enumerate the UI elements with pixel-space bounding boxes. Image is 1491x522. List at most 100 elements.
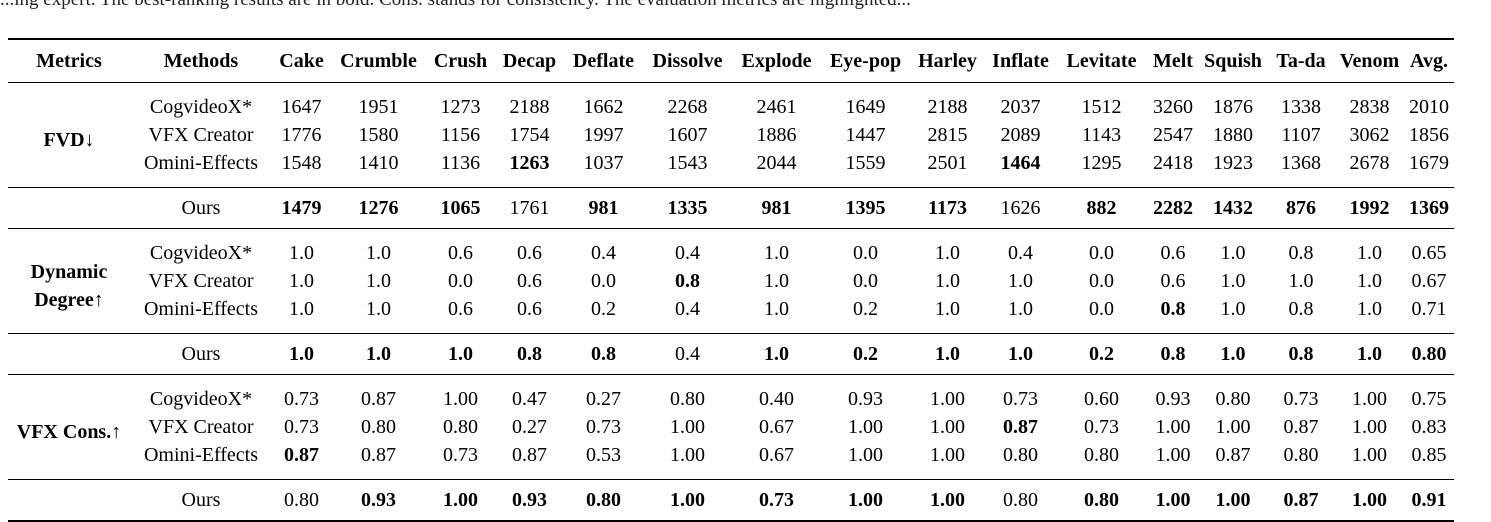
value-cell: 0.87 — [284, 443, 319, 466]
value-cell: 0.60 — [1084, 387, 1119, 410]
column-header: Avg. — [1410, 49, 1448, 72]
method-name: Ours — [181, 342, 221, 365]
value-cell: 0.0 — [853, 241, 878, 264]
column-header: Melt — [1153, 49, 1193, 72]
method-name: VFX Creator — [148, 415, 254, 438]
value-cell: 2037 — [1000, 95, 1041, 118]
value-cell: 1395 — [845, 196, 886, 219]
value-cell: 0.73 — [586, 415, 621, 438]
value-cell: 1880 — [1213, 123, 1253, 146]
table-row: Omini-Effects 0.87 0.87 0.73 0.87 0.53 1.00 0.6… — [8, 441, 1454, 480]
value-cell: 0.40 — [759, 387, 794, 410]
value-cell: 1.0 — [1220, 342, 1246, 365]
value-cell: 1432 — [1213, 196, 1253, 219]
value-cell: 0.6 — [517, 297, 542, 320]
value-cell: 1761 — [509, 196, 550, 219]
value-cell: 1.0 — [289, 297, 314, 320]
column-header: Crumble — [340, 49, 417, 72]
value-cell: 0.67 — [759, 443, 794, 466]
value-cell: 1.00 — [1215, 488, 1251, 511]
value-cell: 0.80 — [284, 488, 319, 511]
table-row: Omini-Effects 1548 1410 1136 1263 1037 1543 204… — [8, 149, 1454, 188]
value-cell: 1580 — [358, 123, 399, 146]
value-cell: 1273 — [440, 95, 481, 118]
value-cell: 1479 — [281, 196, 322, 219]
value-cell: 0.6 — [448, 241, 473, 264]
value-cell: 0.0 — [1089, 269, 1114, 292]
empty-cell — [8, 188, 130, 229]
value-cell: 0.6 — [517, 241, 542, 264]
value-cell: 1992 — [1349, 196, 1390, 219]
value-cell: 0.4 — [1008, 241, 1033, 264]
value-cell: 0.71 — [1411, 297, 1447, 320]
table-row-ours: Ours 0.80 0.93 1.00 0.93 0.80 1.00 0.73 1.00 1.00… — [8, 479, 1454, 522]
table-row: VFX Cons.↑ CogvideoX* 0.73 0.87 1.00 0.47 0.27… — [8, 375, 1454, 444]
value-cell: 1662 — [583, 95, 624, 118]
value-cell: 0.2 — [1089, 342, 1114, 365]
value-cell: 0.80 — [1003, 488, 1038, 511]
value-cell: 0.8 — [1288, 297, 1314, 320]
value-cell: 2678 — [1349, 151, 1390, 174]
value-cell: 1368 — [1281, 151, 1321, 174]
method-name: VFX Creator — [148, 123, 254, 146]
value-cell: 981 — [761, 196, 792, 219]
value-cell: 0.6 — [517, 269, 542, 292]
value-cell: 1.0 — [935, 342, 960, 365]
value-cell: 1543 — [667, 151, 708, 174]
column-header: Squish — [1204, 49, 1262, 72]
value-cell: 1.00 — [670, 415, 705, 438]
column-header: Inflate — [992, 49, 1049, 72]
results-table: Metrics Methods Cake Crumble Crush Decap Defla… — [8, 38, 1454, 522]
value-cell: 1776 — [281, 123, 322, 146]
value-cell: 2838 — [1349, 95, 1390, 118]
value-cell: 1.00 — [443, 387, 478, 410]
value-cell: 0.67 — [759, 415, 794, 438]
method-name: Ours — [181, 488, 221, 511]
column-header: Cake — [279, 49, 324, 72]
value-cell: 0.6 — [448, 297, 473, 320]
value-cell: 0.6 — [1160, 241, 1186, 264]
value-cell: 0.93 — [848, 387, 883, 410]
value-cell: 1.00 — [848, 415, 883, 438]
value-cell: 2501 — [927, 151, 968, 174]
table-row-ours: Ours 1479 1276 1065 1761 981 1335 981 1395 1173 16… — [8, 187, 1454, 229]
value-cell: 1.0 — [935, 297, 960, 320]
value-cell: 1923 — [1213, 151, 1253, 174]
metric-label: Dynamic Degree↑ — [8, 229, 130, 334]
table-row: VFX Creator 1776 1580 1156 1754 1997 1607 1886 1… — [8, 121, 1454, 149]
value-cell: 0.6 — [1160, 269, 1186, 292]
value-cell: 1.00 — [670, 443, 705, 466]
value-cell: 0.80 — [586, 488, 621, 511]
value-cell: 1369 — [1409, 196, 1449, 219]
value-cell: 1.0 — [289, 269, 314, 292]
column-header: Levitate — [1066, 49, 1137, 72]
value-cell: 981 — [588, 196, 619, 219]
metric-group: FVD↓ CogvideoX* 1647 1951 1273 2188 1662 2268 24… — [8, 83, 1454, 229]
column-header: Crush — [433, 49, 488, 72]
value-cell: 0.73 — [759, 488, 794, 511]
value-cell: 2188 — [927, 95, 968, 118]
value-cell: 0.47 — [512, 387, 547, 410]
value-cell: 882 — [1086, 196, 1117, 219]
value-cell: 1.0 — [764, 269, 789, 292]
value-cell: 1.00 — [930, 415, 965, 438]
value-cell: 1.0 — [935, 241, 960, 264]
value-cell: 0.75 — [1411, 387, 1447, 410]
value-cell: 0.2 — [591, 297, 616, 320]
value-cell: 0.83 — [1411, 415, 1447, 438]
value-cell: 1.0 — [366, 297, 391, 320]
value-cell: 0.53 — [586, 443, 621, 466]
value-cell: 1886 — [756, 123, 797, 146]
metric-label: FVD↓ — [8, 83, 130, 188]
value-cell: 1.00 — [930, 443, 965, 466]
table-row: Omini-Effects 1.0 1.0 0.6 0.6 0.2 0.4 1.0 0.2 1.0… — [8, 295, 1454, 334]
value-cell: 2461 — [756, 95, 797, 118]
value-cell: 1410 — [358, 151, 399, 174]
value-cell: 0.73 — [1003, 387, 1038, 410]
value-cell: 0.2 — [853, 342, 878, 365]
value-cell: 1.0 — [366, 342, 391, 365]
value-cell: 0.73 — [1084, 415, 1119, 438]
value-cell: 1.00 — [930, 387, 965, 410]
value-cell: 0.0 — [853, 269, 878, 292]
value-cell: 1335 — [667, 196, 708, 219]
